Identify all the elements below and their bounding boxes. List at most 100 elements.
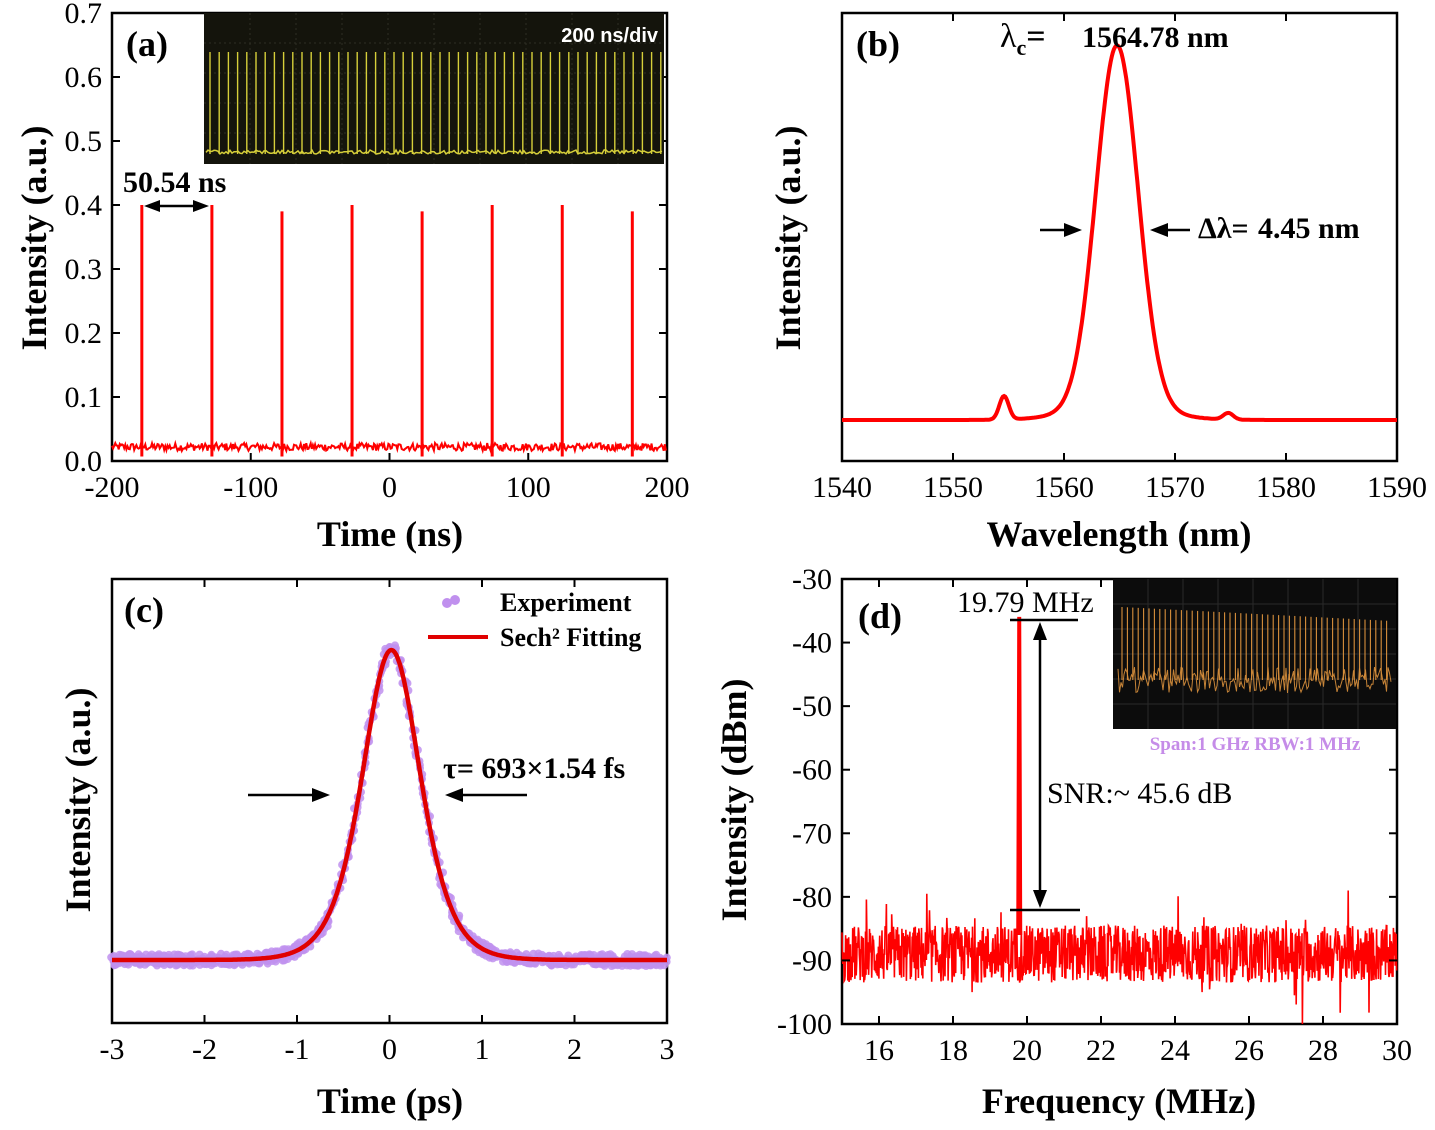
snr-label: SNR:~ 45.6 dB xyxy=(1047,777,1232,810)
sech2-fit-curve xyxy=(112,647,667,963)
legend: Experiment Sech² Fitting xyxy=(428,588,641,652)
center-wavelength-label: 1564.78 nm xyxy=(1082,21,1229,54)
panel-b-ylabel: Intensity (a.u.) xyxy=(768,125,808,350)
panel-c-xtick-label: -3 xyxy=(100,1033,125,1066)
rf-noise xyxy=(1117,666,1392,694)
panel-c-xtick-label: 2 xyxy=(567,1033,582,1066)
panel-b-xlabel: Wavelength (nm) xyxy=(987,514,1252,554)
panel-c-xtick-label: 3 xyxy=(660,1033,675,1066)
panel-b-frame xyxy=(840,11,1399,463)
period-annotation: 50.54 ns xyxy=(123,166,226,212)
panel-d-ytick-label: -50 xyxy=(792,690,832,723)
panel-a-ytick-label: 0.3 xyxy=(65,253,103,286)
panel-b: 1540 1550 1560 1570 1580 1590 (b) λc= 1564.78… xyxy=(768,11,1427,554)
period-arrow-left xyxy=(144,200,160,212)
panel-a-xlabel: Time (ns) xyxy=(317,514,463,554)
panel-d-xtick-label: 22 xyxy=(1086,1034,1116,1067)
panel-c-xlabel: Time (ps) xyxy=(317,1081,463,1121)
scope-timebase-label: 200 ns/div xyxy=(561,25,659,47)
panel-d-ticks: 16 18 20 22 24 26 28 30 -30 -40 -50 -60 -70 -80 -90 -10… xyxy=(777,563,1412,1067)
panel-d-label: (d) xyxy=(858,596,902,636)
panel-c-ticks: -3 -2 -1 0 1 2 3 xyxy=(100,579,675,1066)
panel-d-ytick-label: -30 xyxy=(792,563,832,596)
panel-d-ytick-label: -70 xyxy=(792,817,832,850)
panel-d-xlabel: Frequency (MHz) xyxy=(982,1081,1256,1121)
panel-d-ytick-label: -80 xyxy=(792,881,832,914)
panel-d-ytick-label: -100 xyxy=(777,1008,832,1041)
panel-a-xtick-label: -200 xyxy=(85,471,140,504)
panel-d-xtick-label: 20 xyxy=(1012,1034,1042,1067)
fwhm-arrow-left xyxy=(1064,223,1082,237)
panel-d-ylabel: Intensity (dBm) xyxy=(714,678,754,921)
panel-a-ytick-label: 0.1 xyxy=(65,381,103,414)
tau-arrow-right xyxy=(445,788,463,802)
panel-a-xtick-label: 200 xyxy=(645,471,690,504)
panel-b-xtick-label: 1580 xyxy=(1256,471,1316,504)
panel-c-xtick-label: -2 xyxy=(192,1033,217,1066)
panel-b-xtick-label: 1560 xyxy=(1034,471,1094,504)
panel-b-label: (b) xyxy=(856,24,900,64)
experiment-point xyxy=(589,951,598,959)
panel-d-ytick-label: -90 xyxy=(792,944,832,977)
legend-label-experiment: Experiment xyxy=(500,588,632,617)
tau-arrow-left xyxy=(312,788,330,802)
panel-a-label: (a) xyxy=(126,24,168,64)
fwhm-arrow-right xyxy=(1150,223,1168,237)
rf-harmonics xyxy=(1113,579,1396,729)
panel-d: 16 18 20 22 24 26 28 30 -30 -40 -50 -60 -70 -80 -90 -10… xyxy=(714,563,1412,1121)
center-wavelength-annotation: λc= 1564.78 nm xyxy=(1000,18,1229,60)
panel-a-ytick-label: 0.4 xyxy=(65,189,103,222)
legend-label-fit: Sech² Fitting xyxy=(500,623,641,652)
panel-b-xtick-label: 1540 xyxy=(812,471,872,504)
noise-floor-trace xyxy=(841,890,1398,1025)
fundamental-peak xyxy=(1016,616,1023,936)
scope-baseline xyxy=(205,148,663,156)
legend-marker-experiment xyxy=(442,598,452,608)
period-label: 50.54 ns xyxy=(123,166,226,199)
panel-a-inset-oscilloscope: 200 ns/div xyxy=(204,13,664,164)
panel-a-ytick-label: 0.0 xyxy=(65,445,103,478)
panel-c-xtick-label: 1 xyxy=(475,1033,490,1066)
panel-d-xtick-label: 30 xyxy=(1382,1034,1412,1067)
peak-frequency-label: 19.79 MHz xyxy=(957,586,1094,619)
panel-a: -200 -100 0 100 2000.00.10.20.30.40.50.60.7 … xyxy=(14,0,690,554)
panel-b-ticks: 1540 1550 1560 1570 1580 1590 xyxy=(812,13,1427,504)
panel-a-ylabel: Intensity (a.u.) xyxy=(14,125,54,350)
panel-a-xtick-label: -100 xyxy=(223,471,278,504)
panel-d-xtick-label: 18 xyxy=(938,1034,968,1067)
panel-c-xtick-label: -1 xyxy=(285,1033,310,1066)
panel-b-xtick-label: 1550 xyxy=(923,471,983,504)
panel-a-ytick-label: 0.2 xyxy=(65,317,103,350)
panel-a-ytick-label: 0.5 xyxy=(65,125,103,158)
panel-a-xtick-label: 100 xyxy=(506,471,551,504)
rf-inset-caption: Span:1 GHz RBW:1 MHz xyxy=(1150,734,1361,755)
panel-a-ytick-label: 0.7 xyxy=(65,0,103,30)
panel-d-xtick-label: 28 xyxy=(1308,1034,1338,1067)
panel-b-xtick-label: 1590 xyxy=(1367,471,1427,504)
panel-a-ticks: -200 -100 0 100 200 0.0 0.1 0.2 0.3 0.4 0.5 0.6 0.7 xyxy=(65,0,690,504)
fwhm-annotation: Δλ= 4.45 nm xyxy=(1040,212,1360,245)
spectrum-curve xyxy=(842,43,1397,422)
panel-b-xtick-label: 1570 xyxy=(1145,471,1205,504)
panel-c-label: (c) xyxy=(124,590,164,630)
snr-annotation: 19.79 MHz SNR:~ 45.6 dB xyxy=(957,586,1232,912)
panel-c-ylabel: Intensity (a.u.) xyxy=(58,687,98,912)
panel-d-xtick-label: 24 xyxy=(1160,1034,1190,1067)
panel-d-inset-rf-spectrum: Span:1 GHz RBW:1 MHz xyxy=(1113,579,1396,755)
experiment-point xyxy=(188,950,197,959)
delta-lambda-symbol: Δλ= xyxy=(1198,212,1249,245)
panel-d-ytick-label: -60 xyxy=(792,754,832,787)
snr-arrow-down xyxy=(1033,890,1047,908)
lambda-c-symbol: λc= xyxy=(1000,18,1046,60)
panel-d-xtick-label: 26 xyxy=(1234,1034,1264,1067)
experiment-points xyxy=(107,641,671,970)
panel-a-pulse-train xyxy=(111,205,667,457)
scope-pulse-train xyxy=(204,13,664,164)
panel-a-xtick-label: 0 xyxy=(382,471,397,504)
panel-d-xtick-label: 16 xyxy=(864,1034,894,1067)
panel-a-ytick-label: 0.6 xyxy=(65,61,103,94)
snr-arrow-up xyxy=(1033,622,1047,640)
panel-d-ytick-label: -40 xyxy=(792,627,832,660)
pulse-width-annotation: τ= 693×1.54 fs xyxy=(248,752,625,802)
